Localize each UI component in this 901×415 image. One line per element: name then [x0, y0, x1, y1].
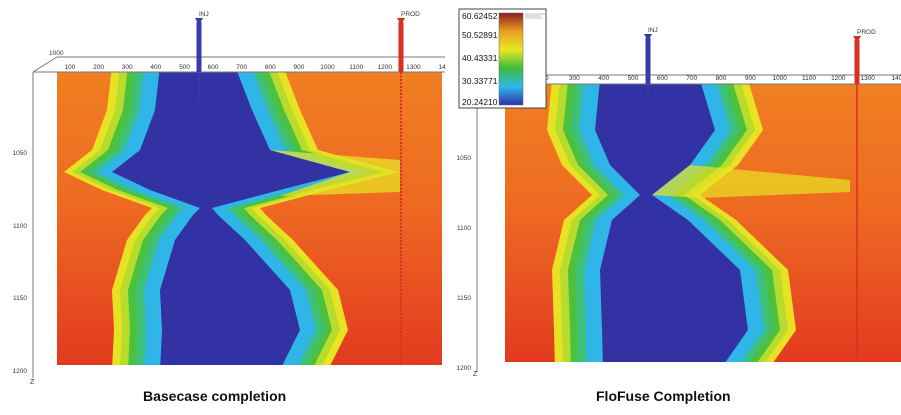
x-tick-label: 1100: [349, 64, 363, 71]
well-stem: [196, 22, 202, 72]
flofuse-x-tick-labels: 0030040050060070080090010001100120013001…: [541, 75, 901, 82]
flofuse-caption: FloFuse Completion: [596, 388, 731, 404]
basecase-x-tick-labels: 100 200 300 400 500 600 700 800 900 1000 1100 1200 1…: [65, 64, 446, 71]
basecase-saturation-field: [64, 72, 400, 365]
z-tick-label: 1100: [457, 225, 471, 232]
x-tick-label: 1000: [320, 64, 335, 71]
z-tick-label: 1150: [457, 295, 471, 302]
x-tick-label: 1300: [406, 64, 421, 71]
well-marker-icon: [397, 18, 405, 25]
basecase-z-axis-label: Z: [30, 379, 35, 386]
x-tick-label: 1100: [802, 75, 816, 82]
x-tick-label: 900: [745, 75, 756, 82]
x-tick-label: 700: [236, 64, 247, 71]
flofuse-axis-frame: [476, 74, 901, 372]
colorbar-label: 20.24210: [462, 97, 498, 107]
x-tick-label: 800: [716, 75, 727, 82]
colorbar-label: 40.43331: [462, 53, 498, 63]
z-tick-label: 1050: [457, 155, 472, 162]
well-label: PROD: [401, 11, 420, 18]
z-tick-label: 1100: [13, 223, 27, 230]
x-tick-label: 300: [122, 64, 133, 71]
x-tick-label: 200: [93, 64, 104, 71]
x-tick-label: 600: [208, 64, 219, 71]
colorbar-label: 50.52891: [462, 30, 498, 40]
colorbar-legend-text-lines: [525, 13, 545, 19]
basecase-streak: [270, 150, 400, 196]
x-tick-label: 1200: [831, 75, 846, 82]
x-tick-label: 300: [569, 75, 580, 82]
flofuse-streak: [652, 165, 850, 198]
flofuse-saturation-field: [547, 84, 850, 362]
well-marker-icon: [195, 18, 203, 25]
flofuse-wells: INJ PROD: [644, 27, 876, 362]
x-tick-label: 800: [265, 64, 276, 71]
well-label: INJ: [648, 27, 658, 34]
z-tick-label: 1150: [13, 295, 27, 302]
flofuse-z-tick-labels: 1050 1100 1150 1200: [457, 155, 472, 372]
colorbar-label: 30.33771: [462, 76, 498, 86]
z-tick-label: 1200: [457, 365, 472, 372]
x-tick-label: 1300: [860, 75, 875, 82]
well-marker-icon: [644, 34, 652, 41]
x-tick-label: 400: [598, 75, 609, 82]
basecase-corner-label: 1000: [49, 50, 64, 57]
colorbar-labels: 60.62452 50.52891 40.43331 30.33771 20.24210: [462, 11, 498, 107]
well-label: PROD: [857, 29, 876, 36]
x-tick-label: 100: [65, 64, 76, 71]
x-tick-label: 700: [686, 75, 697, 82]
panel-flofuse: 0030040050060070080090010001100120013001…: [457, 27, 901, 378]
basecase-saturation-band: [112, 72, 350, 365]
panel-basecase: 100 200 300 400 500 600 700 800 900 1000 1100 1200 1…: [13, 11, 446, 386]
basecase-axis-frame: [32, 56, 445, 378]
x-tick-label: 14: [438, 64, 446, 71]
x-tick-label: 1200: [378, 64, 393, 71]
x-tick-label: 1000: [772, 75, 787, 82]
x-tick-label: 500: [628, 75, 639, 82]
well-stem: [854, 40, 860, 84]
well-marker-icon: [853, 36, 861, 43]
flofuse-saturation-band: [595, 84, 748, 362]
colorbar-label: 60.62452: [462, 11, 498, 21]
well-stem: [398, 22, 404, 72]
basecase-caption: Basecase completion: [143, 388, 287, 404]
x-tick-label: 140: [892, 75, 901, 82]
z-tick-label: 1050: [13, 150, 28, 157]
z-tick-label: 1200: [13, 368, 28, 375]
x-tick-label: 600: [657, 75, 668, 82]
colorbar-ramp: [498, 12, 524, 106]
well-label: INJ: [199, 11, 209, 18]
x-tick-label: 400: [150, 64, 161, 71]
colorbar-legend: 60.62452 50.52891 40.43331 30.33771 20.24210: [458, 8, 547, 109]
x-tick-label: 900: [293, 64, 304, 71]
basecase-wells: INJ PROD: [195, 11, 420, 365]
basecase-z-tick-labels: 1050 1100 1150 1200: [13, 150, 28, 375]
well-stem: [645, 38, 651, 84]
x-tick-label: 500: [179, 64, 190, 71]
flofuse-z-axis-label: Z: [473, 371, 478, 378]
